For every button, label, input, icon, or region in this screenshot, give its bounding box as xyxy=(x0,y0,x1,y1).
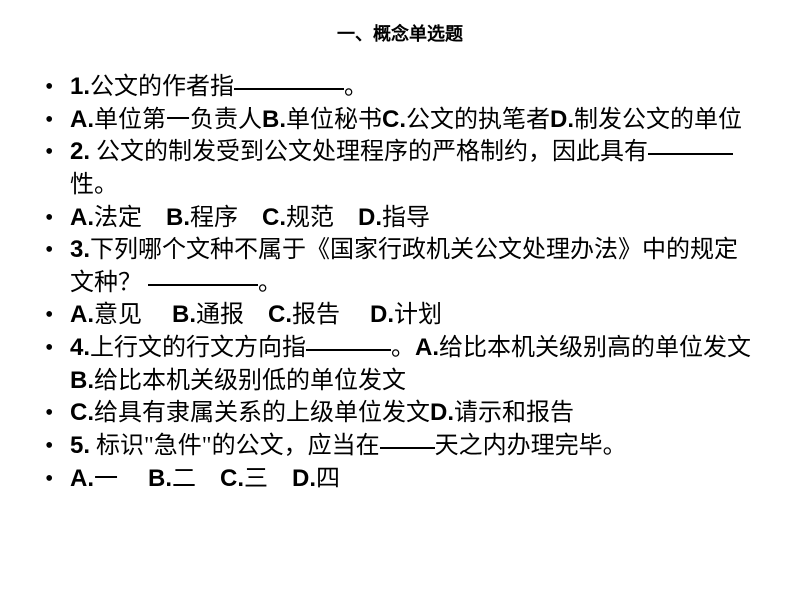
opt-a: 法定 xyxy=(94,205,142,231)
question-4: 4.上行文的行文方向指 。A.给比本机关级别高的单位发文 B.给比本机关级别低的单位… xyxy=(70,332,760,397)
label-a: A. xyxy=(70,301,94,328)
question-2: 2. 公文的制发受到公文处理程序的严格制约，因此具有性。 xyxy=(70,136,760,201)
label-c: C. xyxy=(382,106,406,133)
question-4-options-cd: C.给具有隶属关系的上级单位发文D.请示和报告 xyxy=(70,397,760,430)
blank xyxy=(648,153,733,155)
num-2: 2. xyxy=(70,138,90,165)
label-d: D. xyxy=(430,399,454,426)
label-d: D. xyxy=(550,106,574,133)
num-1: 1. xyxy=(70,73,90,100)
q5-text-b: 天之内办理完毕。 xyxy=(435,433,627,459)
label-a: A. xyxy=(70,106,94,133)
q2-text-b: 性。 xyxy=(70,172,118,198)
question-2-options: A.法定 B.程序 C.规范 D.指导 xyxy=(70,202,760,235)
num-4: 4. xyxy=(70,334,90,361)
question-5: 5. 标识"急件"的公文，应当在 天之内办理完毕。 xyxy=(70,430,760,463)
question-list: 1.公文的作者指。 A.单位第一负责人B.单位秘书C.公文的执笔者D.制发公文的… xyxy=(40,71,760,495)
label-a: A. xyxy=(415,334,439,361)
label-c: C. xyxy=(220,465,244,492)
question-3: 3.下列哪个文种不属于《国家行政机关公文处理办法》中的规定文种？ 。 xyxy=(70,234,760,299)
blank xyxy=(234,88,344,90)
opt-b: 通报 xyxy=(196,302,244,328)
blank xyxy=(148,284,258,286)
q1-text: 公文的作者指 xyxy=(90,74,234,100)
blank xyxy=(306,349,391,351)
opt-a: 一 xyxy=(94,466,118,492)
opt-d: 制发公文的单位 xyxy=(574,107,742,133)
label-d: D. xyxy=(370,301,394,328)
opt-a: 意见 xyxy=(94,302,142,328)
opt-d: 四 xyxy=(316,466,340,492)
label-c: C. xyxy=(70,399,94,426)
q5-text-a: 标识"急件"的公文，应当在 xyxy=(90,433,380,459)
label-d: D. xyxy=(358,204,382,231)
opt-d: 计划 xyxy=(394,302,442,328)
label-b: B. xyxy=(148,465,172,492)
question-3-options: A.意见 B.通报 C.报告 D.计划 xyxy=(70,299,760,332)
opt-c: 三 xyxy=(244,466,268,492)
opt-c: 给具有隶属关系的上级单位发文 xyxy=(94,400,430,426)
opt-b: 程序 xyxy=(190,205,238,231)
q4-text-b: 。 xyxy=(391,335,415,361)
q3-text-b: 。 xyxy=(258,270,282,296)
label-c: C. xyxy=(262,204,286,231)
label-d: D. xyxy=(292,465,316,492)
opt-c: 报告 xyxy=(292,302,340,328)
q4-text-a: 上行文的行文方向指 xyxy=(90,335,306,361)
opt-b: 给比本机关级别低的单位发文 xyxy=(94,368,406,394)
opt-a: 给比本机关级别高的单位发文 xyxy=(439,335,751,361)
label-b: B. xyxy=(262,106,286,133)
opt-a: 单位第一负责人 xyxy=(94,107,262,133)
opt-d: 请示和报告 xyxy=(454,400,574,426)
label-b: B. xyxy=(70,367,94,394)
label-b: B. xyxy=(172,301,196,328)
opt-d: 指导 xyxy=(382,205,430,231)
section-title: 一、概念单选题 xyxy=(40,20,760,46)
opt-c: 规范 xyxy=(286,205,334,231)
num-3: 3. xyxy=(70,236,90,263)
num-5: 5. xyxy=(70,432,90,459)
blank xyxy=(380,447,435,449)
question-1: 1.公文的作者指 。 xyxy=(70,71,760,104)
opt-b: 二 xyxy=(172,466,196,492)
question-5-options: A.一 B.二 C.三 D.四 xyxy=(70,463,760,496)
q1-period: 。 xyxy=(344,74,368,100)
label-c: C. xyxy=(268,301,292,328)
question-1-options: A.单位第一负责人B.单位秘书C.公文的执笔者D.制发公文的单位 xyxy=(70,104,760,137)
q3-text-a: 下列哪个文种不属于《国家行政机关公文处理办法》中的规定文种？ xyxy=(70,237,738,296)
opt-c: 公文的执笔者 xyxy=(406,107,550,133)
label-b: B. xyxy=(166,204,190,231)
opt-b: 单位秘书 xyxy=(286,107,382,133)
label-a: A. xyxy=(70,204,94,231)
label-a: A. xyxy=(70,465,94,492)
q2-text-a: 公文的制发受到公文处理程序的严格制约，因此具有 xyxy=(90,139,648,165)
